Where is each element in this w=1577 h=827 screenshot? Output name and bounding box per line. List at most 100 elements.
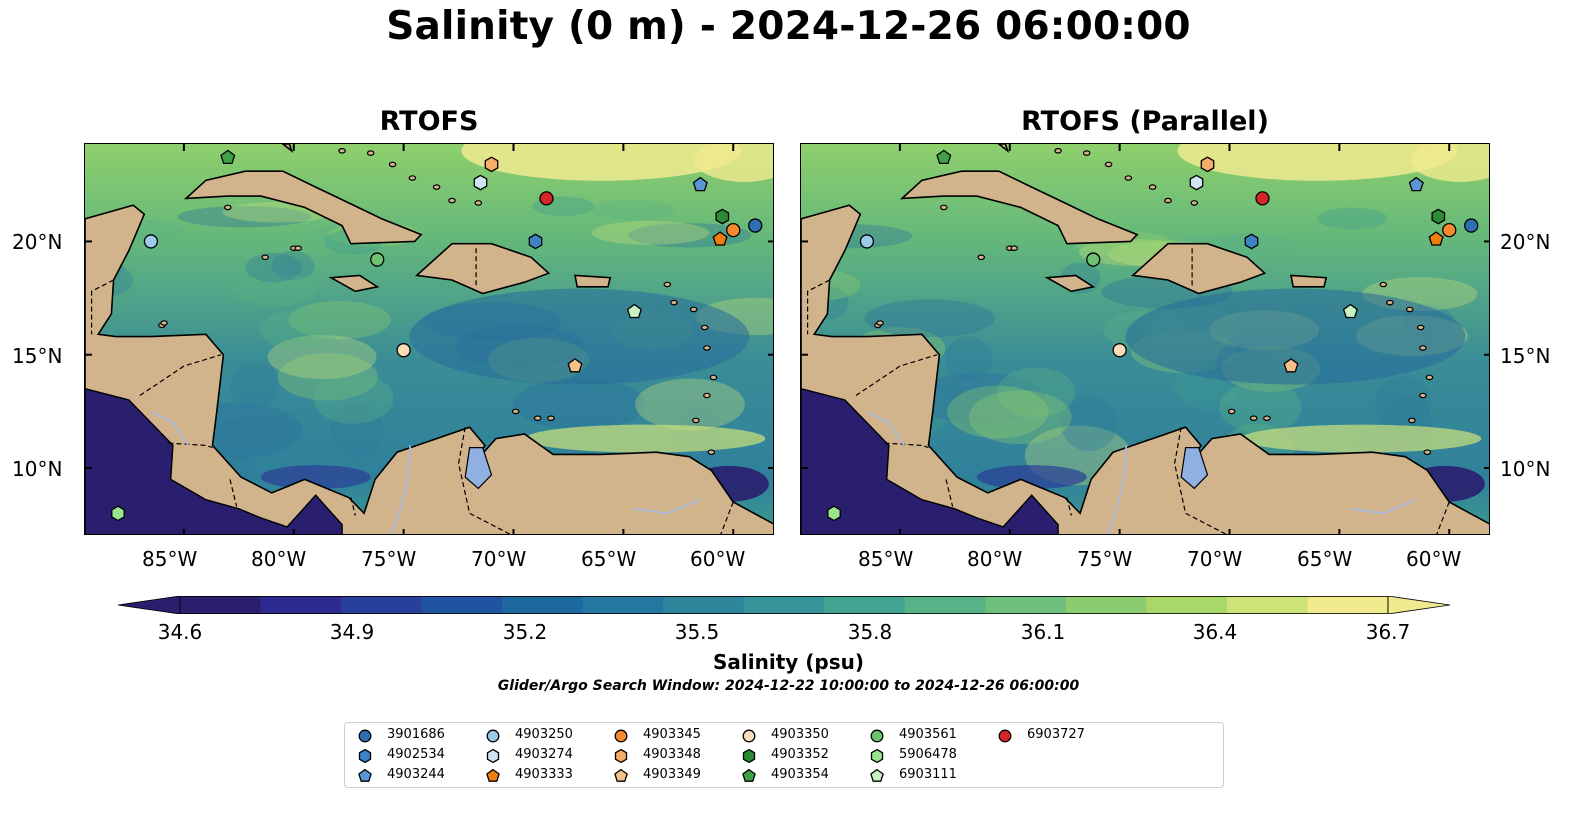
legend-label: 4903350 [771, 727, 829, 742]
salinity-patch [1316, 207, 1388, 230]
legend-marker-4903352 [742, 748, 756, 764]
small-island [547, 415, 555, 422]
salinity-patch [864, 299, 995, 338]
small-island [692, 417, 700, 424]
lat-label-10n-right: 10°N [1500, 457, 1551, 481]
high-salinity-zone [461, 144, 742, 181]
colorbar [117, 595, 1451, 615]
small-island [707, 449, 716, 456]
country-border [1173, 427, 1227, 534]
small-island [533, 415, 542, 422]
salinity-patch [313, 373, 394, 424]
lat-label-10n-left: 10°N [12, 457, 63, 481]
colorbar-tick-36-1: 36.1 [1020, 620, 1066, 644]
small-island [1010, 245, 1019, 252]
legend-label: 5906478 [899, 747, 957, 762]
small-island [1425, 374, 1434, 381]
legend-marker-4903354 [742, 768, 756, 782]
florida-keys [281, 144, 294, 154]
panama-fresh-plume [976, 465, 1087, 490]
float-marker-6903727 [1255, 191, 1270, 206]
salinity-patch [944, 336, 993, 381]
float-marker-4903352 [1431, 208, 1446, 225]
island-cuba [183, 170, 423, 245]
legend-label: 6903727 [1027, 727, 1085, 742]
country-border [1066, 497, 1072, 516]
lat-label-20n-left: 20°N [12, 230, 63, 254]
float-marker-4903348 [1200, 156, 1215, 173]
lon-label-85w-left: 85°W [142, 547, 198, 571]
low-salinity-core [1125, 288, 1466, 385]
small-island [338, 148, 346, 154]
high-salinity-zone [1177, 144, 1458, 181]
small-island [1054, 148, 1062, 154]
small-island [709, 374, 718, 381]
float-marker-4903349 [1283, 358, 1299, 373]
colorbar-segment [985, 596, 1067, 614]
float-marker-4903561 [1086, 252, 1101, 267]
float-marker-4902534 [528, 233, 543, 250]
lon-label-80w-right: 80°W [967, 547, 1023, 571]
country-border [855, 354, 938, 396]
legend-marker-4903350 [742, 729, 756, 743]
lake-maracaibo [1180, 447, 1209, 490]
small-island [1419, 392, 1427, 399]
colorbar-tick-36-4: 36.4 [1192, 620, 1238, 644]
salinity-patch [590, 199, 675, 221]
colorbar-segment [421, 596, 503, 614]
legend-label: 4903348 [643, 747, 701, 762]
island-cuba [899, 170, 1139, 245]
lon-label-65w-left: 65°W [581, 547, 637, 571]
map-panel-rtofs-parallel[interactable] [800, 143, 1490, 535]
legend-label: 4903244 [387, 767, 445, 782]
search-window-caption: Glider/Argo Search Window: 2024-12-22 10… [497, 678, 1080, 694]
small-island [1227, 408, 1236, 415]
river [866, 410, 906, 446]
colorbar-segment [1146, 596, 1228, 614]
panel-title-left: RTOFS [379, 106, 479, 137]
river [634, 498, 701, 515]
float-marker-4903333 [712, 231, 728, 246]
small-island [689, 306, 698, 313]
colorbar-segment [904, 596, 986, 614]
colorbar-extend-high [1387, 595, 1451, 615]
small-island [1408, 417, 1416, 424]
salinity-patch [591, 220, 710, 245]
small-island [160, 320, 168, 326]
low-salinity-core [409, 288, 750, 385]
legend-label: 4902534 [387, 747, 445, 762]
float-marker-4903348 [484, 156, 499, 173]
salinity-patch [271, 251, 315, 281]
small-island [940, 204, 948, 211]
country-border [720, 501, 734, 534]
island-jamaica [1044, 274, 1096, 293]
salinity-patch [232, 273, 317, 307]
small-island [511, 408, 520, 415]
legend-marker-4903274 [486, 748, 500, 764]
float-marker-6903727 [539, 191, 554, 206]
small-island [1104, 161, 1113, 168]
small-island [432, 184, 441, 190]
country-border [945, 479, 954, 507]
high-salinity-zone [1410, 144, 1489, 182]
salinity-patch [267, 335, 377, 379]
figure-title: Salinity (0 m) - 2024-12-26 06:00:00 [386, 4, 1191, 49]
float-marker-6903111 [1342, 303, 1358, 319]
small-island [1164, 197, 1172, 204]
float-marker-4903244 [692, 176, 708, 192]
river [390, 445, 412, 534]
float-marker-4902534 [1244, 233, 1259, 250]
small-island [1124, 175, 1133, 181]
colorbar-segment [260, 596, 342, 614]
small-island [1249, 415, 1258, 422]
float-marker-4903333 [1428, 231, 1444, 246]
lon-label-80w-left: 80°W [251, 547, 307, 571]
float-marker-3901686 [1464, 218, 1479, 233]
country-border [1436, 501, 1450, 534]
small-island [388, 161, 397, 168]
float-marker-3901686 [748, 218, 763, 233]
map-panel-rtofs[interactable] [84, 143, 774, 535]
lon-label-75w-left: 75°W [361, 547, 417, 571]
colorbar-segment [824, 596, 906, 614]
float-marker-4903250 [859, 234, 875, 249]
